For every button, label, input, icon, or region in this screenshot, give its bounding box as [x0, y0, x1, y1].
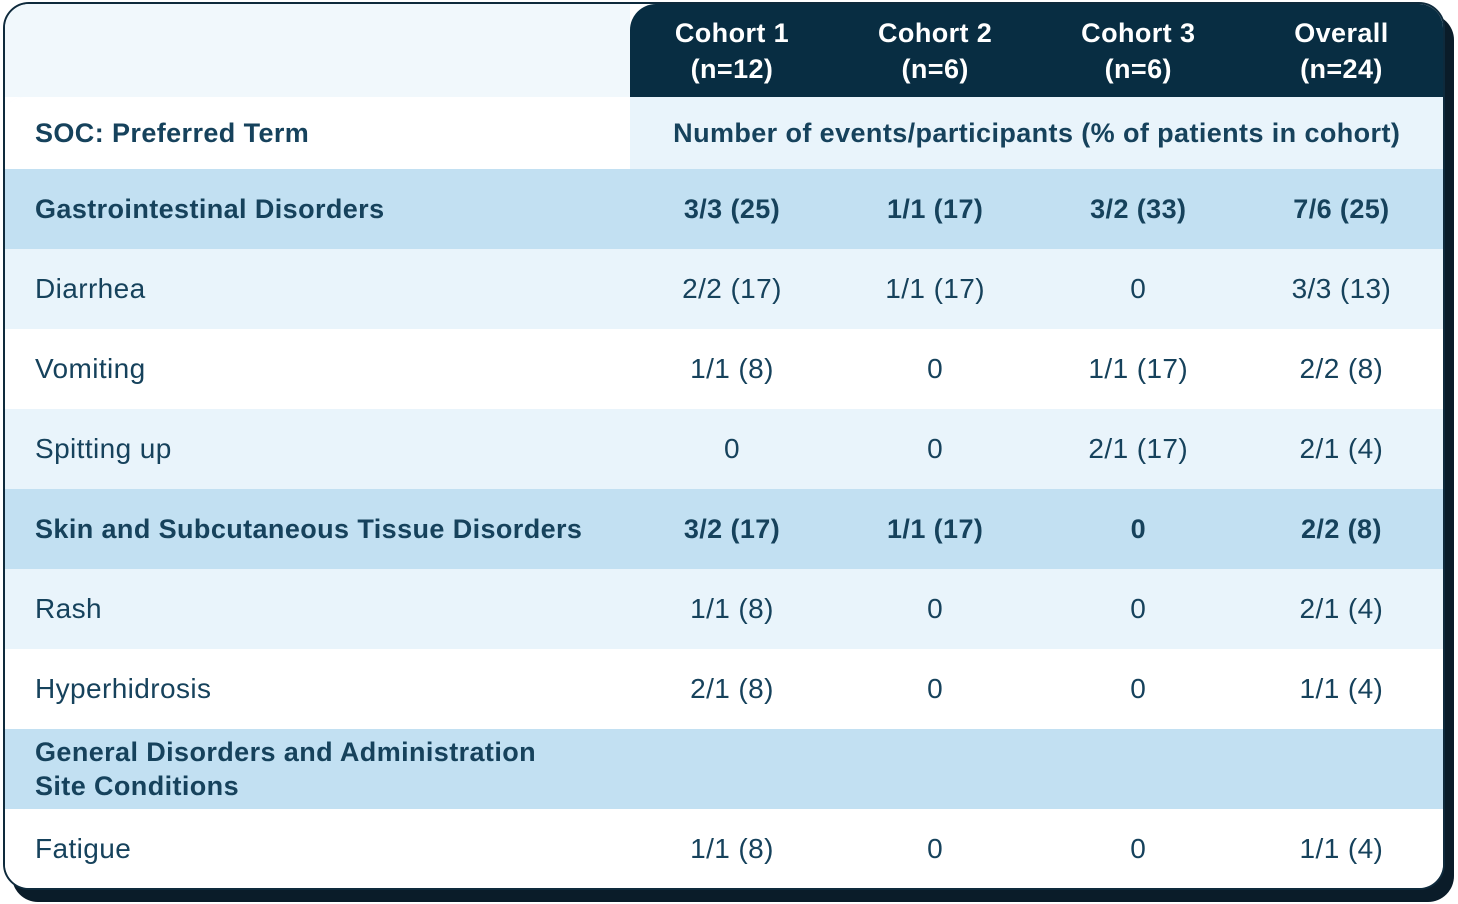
cell-value: 0 — [1036, 809, 1240, 888]
row-label: Diarrhea — [5, 249, 631, 329]
cohort-header-row: Cohort 1 (n=12) Cohort 2 (n=6) Cohort 3 … — [5, 4, 1443, 97]
cell-value — [630, 729, 834, 809]
cell-value: 2/1 (4) — [1239, 409, 1443, 489]
cell-value: 1/1 (17) — [1036, 329, 1240, 409]
preferred-term-row: Fatigue 1/1 (8) 0 0 1/1 (4) — [5, 809, 1443, 888]
cell-value: 7/6 (25) — [1239, 169, 1443, 249]
cohort-n: (n=24) — [1300, 53, 1383, 84]
cell-value — [833, 729, 1037, 809]
cell-value: 2/2 (8) — [1239, 489, 1443, 569]
row-label: Hyperhidrosis — [5, 649, 631, 729]
preferred-term-row: Rash 1/1 (8) 0 0 2/1 (4) — [5, 569, 1443, 649]
cohort-n: (n=6) — [901, 53, 969, 84]
cohort-name: Cohort 1 — [674, 17, 790, 48]
cell-value: 3/2 (17) — [630, 489, 834, 569]
row-label: Fatigue — [5, 809, 631, 888]
row-label: Rash — [5, 569, 631, 649]
row-label: Gastrointestinal Disorders — [5, 169, 631, 249]
cohort-name: Cohort 3 — [1081, 17, 1196, 48]
cell-value: 0 — [833, 329, 1037, 409]
cohort-name: Overall — [1294, 17, 1389, 48]
cell-value: 3/3 (25) — [630, 169, 834, 249]
value-unit-header-cell: Number of events/participants (% of pati… — [630, 97, 1443, 169]
row-label: Spitting up — [5, 409, 631, 489]
preferred-term-row: Hyperhidrosis 2/1 (8) 0 0 1/1 (4) — [5, 649, 1443, 729]
cell-value: 1/1 (17) — [833, 169, 1037, 249]
cell-value: 1/1 (8) — [630, 569, 834, 649]
cell-value: 1/1 (17) — [833, 489, 1037, 569]
cohort-1-header: Cohort 1 (n=12) — [630, 4, 834, 97]
cell-value: 0 — [630, 409, 834, 489]
cell-value: 0 — [833, 649, 1037, 729]
cohort-n: (n=12) — [690, 53, 774, 84]
cell-value: 0 — [833, 809, 1037, 888]
cell-value — [1239, 729, 1443, 809]
soc-header-label: SOC: Preferred Term — [35, 117, 310, 148]
row-label: Skin and Subcutaneous Tissue Disorders — [5, 489, 631, 569]
cell-value: 1/1 (4) — [1239, 649, 1443, 729]
cell-value: 1/1 (8) — [630, 809, 834, 888]
cell-value: 1/1 (8) — [630, 329, 834, 409]
cell-value: 2/1 (17) — [1036, 409, 1240, 489]
cell-value: 0 — [1036, 649, 1240, 729]
cell-value: 1/1 (17) — [833, 249, 1037, 329]
soc-group-row: Skin and Subcutaneous Tissue Disorders 3/… — [5, 489, 1443, 569]
cell-value: 3/2 (33) — [1036, 169, 1240, 249]
adverse-events-table-card: Cohort 1 (n=12) Cohort 2 (n=6) Cohort 3 … — [3, 2, 1445, 890]
value-unit-header-label: Number of events/participants (% of pati… — [673, 117, 1401, 148]
table-body: Gastrointestinal Disorders 3/3 (25) 1/1 (1… — [5, 169, 1443, 888]
cell-value: 0 — [1036, 569, 1240, 649]
row-label: Vomiting — [5, 329, 631, 409]
cell-value: 0 — [1036, 489, 1240, 569]
cell-value: 2/2 (8) — [1239, 329, 1443, 409]
row-label: General Disorders and Administration Site… — [5, 729, 631, 809]
cell-value: 0 — [1036, 249, 1240, 329]
soc-group-row: Gastrointestinal Disorders 3/3 (25) 1/1 (1… — [5, 169, 1443, 249]
cohort-name: Cohort 2 — [878, 17, 993, 48]
soc-header-row: SOC: Preferred Term Number of events/par… — [5, 97, 1443, 169]
soc-header-cell: SOC: Preferred Term — [5, 97, 631, 169]
adverse-events-table: Cohort 1 (n=12) Cohort 2 (n=6) Cohort 3 … — [5, 4, 1443, 888]
cell-value: 2/1 (8) — [630, 649, 834, 729]
cell-value: 0 — [833, 409, 1037, 489]
cohort-3-header: Cohort 3 (n=6) — [1036, 4, 1240, 97]
soc-group-row: General Disorders and Administration Site… — [5, 729, 1443, 809]
cell-value: 2/2 (17) — [630, 249, 834, 329]
cell-value — [1036, 729, 1240, 809]
cell-value: 3/3 (13) — [1239, 249, 1443, 329]
overall-header: Overall (n=24) — [1239, 4, 1443, 97]
corner-cell — [5, 4, 631, 97]
cell-value: 2/1 (4) — [1239, 569, 1443, 649]
cell-value: 1/1 (4) — [1239, 809, 1443, 888]
preferred-term-row: Diarrhea 2/2 (17) 1/1 (17) 0 3/3 (13) — [5, 249, 1443, 329]
preferred-term-row: Vomiting 1/1 (8) 0 1/1 (17) 2/2 (8) — [5, 329, 1443, 409]
cohort-n: (n=6) — [1104, 53, 1172, 84]
cell-value: 0 — [833, 569, 1037, 649]
cohort-2-header: Cohort 2 (n=6) — [833, 4, 1037, 97]
preferred-term-row: Spitting up 0 0 2/1 (17) 2/1 (4) — [5, 409, 1443, 489]
